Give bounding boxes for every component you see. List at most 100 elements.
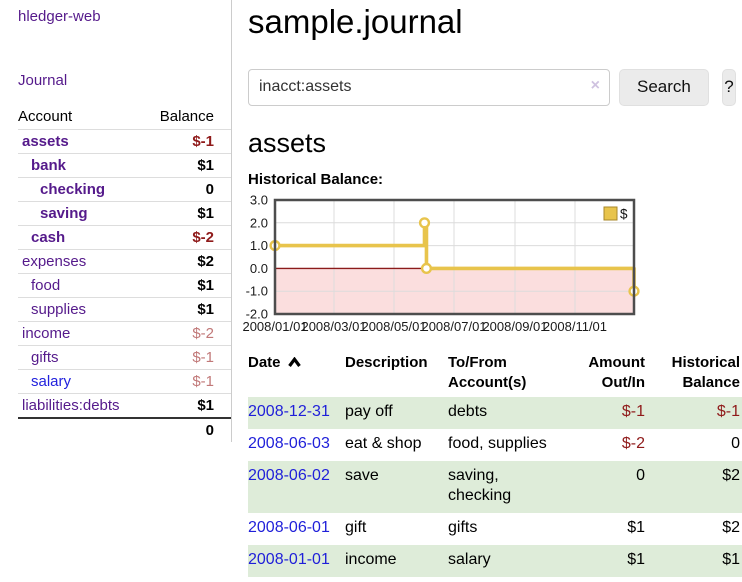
account-balance: 0: [205, 181, 214, 198]
search-box: ×: [248, 68, 610, 106]
x-axis-label: 2008/07/01: [421, 319, 486, 334]
search-bar: × Search ?: [248, 68, 736, 106]
help-button[interactable]: ?: [721, 68, 736, 106]
transaction-amount: $-1: [621, 403, 645, 421]
search-input[interactable]: [248, 68, 610, 106]
accounts-total-row: 0: [18, 418, 231, 442]
clear-search-icon[interactable]: ×: [590, 76, 600, 94]
y-axis-label: -1.0: [246, 283, 268, 298]
account-link[interactable]: food: [31, 277, 61, 294]
transaction-accounts: food, supplies: [448, 434, 547, 452]
account-link[interactable]: cash: [31, 229, 66, 246]
x-axis-label: 2008/09/01: [482, 319, 547, 334]
account-balance: $-2: [192, 229, 214, 246]
sort-ascending-icon: [287, 356, 301, 367]
transaction-row: 2008-12-31 pay off debts $-1 $-1: [248, 397, 742, 429]
account-balance: $-1: [192, 373, 214, 390]
register-col-historical: Historical Balance: [671, 353, 740, 391]
app-title-link[interactable]: hledger-web: [18, 8, 101, 25]
account-row: salary $-1: [18, 369, 231, 394]
account-link[interactable]: bank: [31, 157, 67, 174]
transaction-date-link[interactable]: 2008-01-01: [248, 551, 330, 569]
transaction-historical-balance: $2: [722, 519, 740, 537]
transaction-description: save: [345, 466, 379, 484]
transaction-amount: 0: [636, 466, 645, 484]
y-axis-label: 2.0: [250, 215, 268, 230]
account-row: cash $-2: [18, 225, 231, 250]
transaction-description: eat & shop: [345, 434, 422, 452]
account-row: assets $-1: [18, 129, 231, 154]
register-table-header: Date Description To/From Account(s) Amou…: [248, 349, 742, 398]
account-balance: $1: [197, 397, 214, 414]
account-link[interactable]: checking: [40, 181, 106, 198]
register-col-tofrom: To/From Account(s): [448, 353, 527, 391]
page-title: sample.journal: [248, 3, 463, 40]
register-col-date[interactable]: Date: [248, 349, 345, 398]
data-point-marker: [420, 262, 433, 274]
plot-border: [273, 198, 636, 315]
x-axis-label: 2008/11/01: [543, 319, 607, 334]
transaction-row: 2008-01-01 income salary $1 $1: [248, 545, 742, 577]
transaction-amount: $-2: [621, 434, 645, 452]
data-point-marker: [418, 216, 431, 228]
account-balance: $-1: [192, 349, 214, 366]
account-link[interactable]: liabilities:debts: [22, 397, 120, 414]
x-axis-label: 2008/01/01: [242, 319, 307, 334]
accounts-total-value: 0: [205, 422, 214, 439]
transaction-historical-balance: $-1: [716, 403, 740, 421]
search-button[interactable]: Search: [619, 68, 709, 106]
account-balance: $2: [197, 253, 214, 270]
account-balance: $-1: [192, 133, 214, 150]
account-row: food $1: [18, 273, 231, 298]
transaction-date-link[interactable]: 2008-06-03: [248, 434, 330, 452]
account-link[interactable]: expenses: [22, 253, 87, 270]
account-link[interactable]: supplies: [31, 301, 87, 318]
chart-heading: Historical Balance:: [248, 170, 384, 188]
accounts-col-account: Account: [18, 108, 73, 125]
account-link[interactable]: income: [22, 325, 71, 342]
legend-swatch: [603, 206, 618, 221]
y-axis-label: 3.0: [250, 192, 268, 207]
account-balance: $1: [197, 301, 214, 318]
transaction-row: 2008-06-02 save saving, checking 0 $2: [248, 460, 742, 514]
x-axis-label: 2008/05/01: [361, 319, 426, 334]
transaction-date-link[interactable]: 2008-06-02: [248, 466, 330, 484]
transaction-description: income: [345, 551, 397, 569]
accounts-table: Account Balance assets $-1 bank $1 check…: [18, 104, 231, 442]
account-row: supplies $1: [18, 297, 231, 322]
account-balance: $1: [197, 205, 214, 222]
transaction-description: pay off: [345, 403, 393, 421]
account-row: liabilities:debts $1: [18, 393, 231, 419]
sidebar: hledger-web Journal Account Balance asse…: [0, 0, 232, 442]
transaction-accounts: gifts: [448, 519, 478, 537]
transaction-description: gift: [345, 519, 367, 537]
sidebar-item-journal[interactable]: Journal: [18, 72, 68, 89]
accounts-col-balance: Balance: [159, 108, 214, 125]
transaction-accounts: saving, checking: [448, 466, 512, 505]
legend-label: $: [620, 206, 628, 221]
accounts-table-header: Account Balance: [18, 104, 231, 130]
transaction-accounts: salary: [448, 551, 491, 569]
transaction-date-link[interactable]: 2008-12-31: [248, 403, 330, 421]
account-row: expenses $2: [18, 249, 231, 274]
historical-balance-chart: 3.0 2.0 1.0 0.0 -1.0 -2.02008/01/012008/03/01…: [242, 192, 640, 334]
account-row: bank $1: [18, 153, 231, 178]
account-balance: $1: [197, 277, 214, 294]
account-balance: $-2: [192, 325, 214, 342]
account-row: checking 0: [18, 177, 231, 202]
x-axis-label: 2008/03/01: [301, 319, 366, 334]
transaction-amount: $1: [627, 519, 645, 537]
transaction-historical-balance: 0: [731, 434, 740, 452]
account-link[interactable]: assets: [22, 133, 69, 150]
register-col-amount: Amount Out/In: [588, 353, 645, 391]
register-table: Date Description To/From Account(s) Amou…: [248, 349, 742, 577]
account-link[interactable]: saving: [40, 205, 88, 222]
transaction-date-link[interactable]: 2008-06-01: [248, 519, 330, 537]
transaction-row: 2008-06-01 gift gifts $1 $2: [248, 513, 742, 545]
account-link[interactable]: salary: [31, 373, 72, 390]
transaction-amount: $1: [627, 551, 645, 569]
chart-container: 3.0 2.0 1.0 0.0 -1.0 -2.0 2008/01/01 2008/03/01…: [242, 192, 736, 336]
account-heading: assets: [248, 127, 327, 158]
account-link[interactable]: gifts: [31, 349, 59, 366]
